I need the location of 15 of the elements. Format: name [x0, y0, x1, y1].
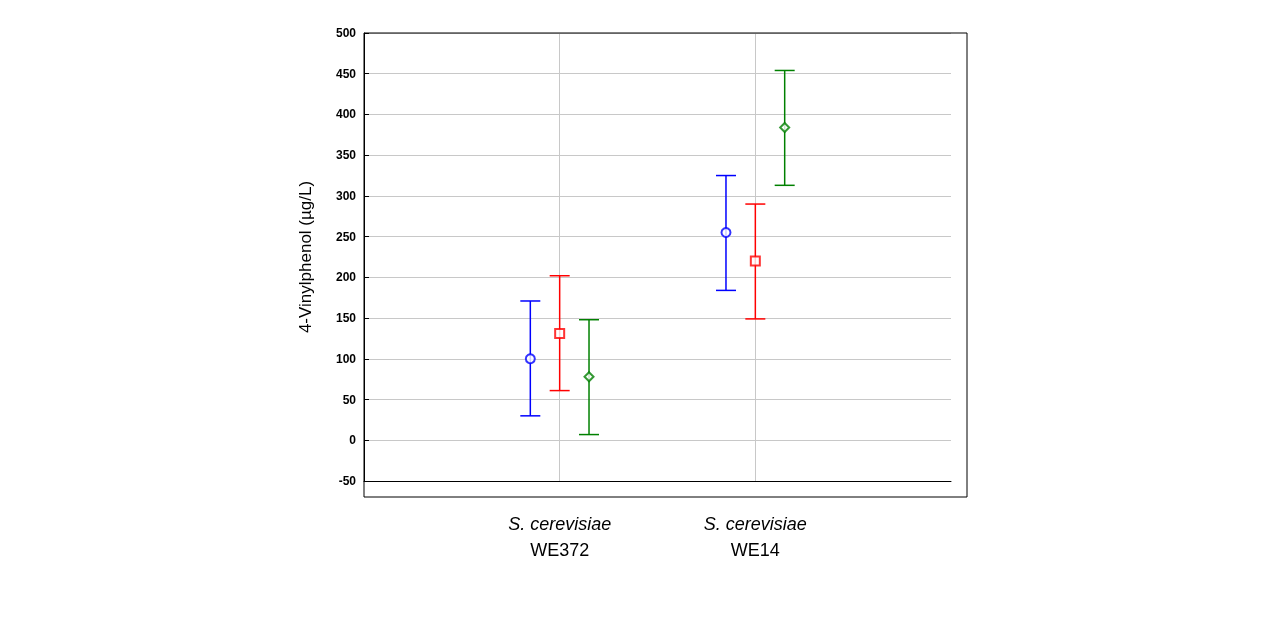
x-tick-label: S. cerevisiae WE14: [703, 514, 807, 560]
y-axis-title: 4-Vinylphenol (µg/L): [296, 180, 315, 334]
y-tick-label: 100: [335, 351, 357, 366]
y-tick-label: -50: [338, 474, 357, 488]
y-tick-label: 50: [342, 392, 357, 407]
y-tick-label: 500: [335, 26, 357, 40]
y-tick-label: 350: [335, 148, 357, 163]
y-tick-label: 150: [335, 311, 357, 326]
y-tick-label: 200: [335, 270, 357, 285]
y-tick-label: 0: [349, 433, 357, 448]
x-tick-label: S. cerevisiae WE372: [508, 514, 612, 560]
y-tick-label: 450: [335, 66, 357, 81]
y-tick-label: 250: [335, 229, 357, 244]
y-tick-label: 300: [335, 188, 357, 203]
y-tick-label: 400: [335, 107, 357, 122]
